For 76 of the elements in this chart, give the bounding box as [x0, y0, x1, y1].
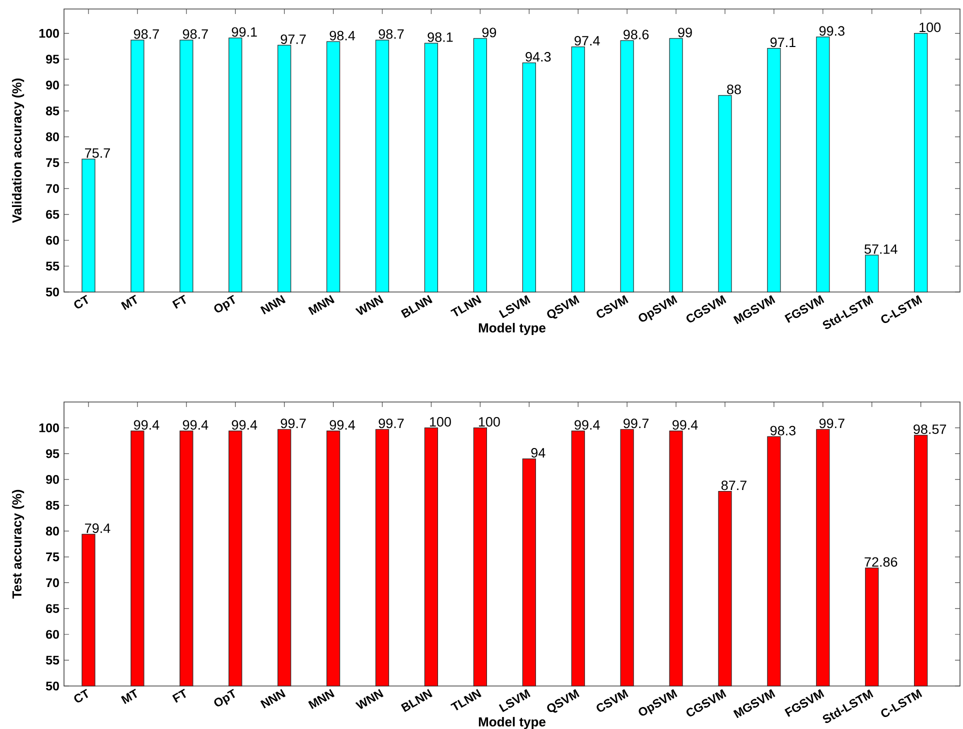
data-label: 98.6: [624, 30, 649, 40]
x-tick-label: WNN: [355, 689, 384, 710]
data-label: 99: [678, 28, 692, 38]
data-label: 94.3: [526, 52, 551, 62]
x-tick-label: NNN: [260, 689, 286, 708]
data-label: 99.7: [819, 418, 844, 428]
x-tick-label: MNN: [308, 689, 335, 710]
x-tick-label: WNN: [355, 295, 384, 316]
x-tick-label: CT: [74, 294, 88, 308]
y-tick-label: 90: [46, 80, 59, 90]
y-tick-label: 80: [46, 526, 59, 536]
y-tick-label: 70: [46, 184, 59, 193]
data-label: 72.86: [864, 557, 898, 567]
data-label: 97.4: [574, 36, 600, 46]
y-tick-label: 95: [46, 54, 60, 64]
y-axis-title: Test accuracy (%): [12, 490, 24, 599]
y-tick-label: 50: [46, 288, 59, 296]
y-tick-label: 50: [46, 682, 59, 690]
x-tick-label: MT: [120, 294, 137, 310]
data-label: 99.1: [232, 27, 257, 37]
y-tick-label: 85: [46, 106, 60, 116]
data-label: 99: [482, 28, 496, 38]
y-tick-label: 65: [46, 210, 60, 219]
data-label: 99.7: [378, 418, 404, 428]
x-tick-label: FT: [172, 294, 186, 309]
data-label: 98.7: [134, 29, 159, 39]
data-label: 99.4: [330, 420, 356, 430]
data-label: 79.4: [85, 523, 110, 533]
y-tick-label: 60: [46, 236, 59, 245]
y-tick-label: 55: [46, 656, 60, 665]
y-tick-label: 90: [46, 475, 59, 484]
x-axis-title: Model type: [478, 716, 546, 729]
y-tick-label: 85: [46, 500, 60, 510]
x-tick-label: NNN: [260, 295, 286, 314]
x-tick-label: CT: [74, 688, 88, 702]
data-label: 99.3: [819, 26, 844, 36]
data-label: 88: [727, 84, 741, 94]
data-label: 94: [531, 448, 546, 458]
data-label: 57.14: [864, 244, 898, 254]
data-label: 98.7: [378, 29, 404, 39]
y-tick-label: 75: [46, 158, 60, 168]
data-label: 87.7: [721, 480, 746, 490]
data-label: 100: [478, 417, 500, 427]
data-label: 98.3: [770, 426, 796, 436]
y-axis-title: Validation accuracy (%): [12, 78, 24, 224]
y-tick-label: 65: [46, 604, 60, 613]
x-tick-label: MNN: [308, 295, 335, 316]
data-label: 100: [430, 417, 451, 427]
x-tick-label: OpT: [214, 688, 235, 706]
y-tick-label: 80: [46, 132, 59, 142]
x-tick-label: FT: [172, 688, 186, 703]
data-label: 99.4: [574, 420, 600, 430]
data-label: 99.4: [232, 420, 258, 430]
data-label: 98.7: [182, 29, 208, 39]
y-tick-label: 75: [46, 552, 60, 562]
data-label: 99.7: [280, 418, 306, 428]
data-label: 99.4: [182, 420, 208, 430]
data-label: 98.1: [428, 32, 453, 42]
x-tick-label: MT: [120, 688, 137, 704]
y-tick-label: 55: [46, 262, 60, 270]
x-tick-label: OpT: [214, 294, 235, 312]
data-label: 75.7: [85, 148, 110, 158]
y-tick-label: 70: [46, 578, 59, 588]
y-tick-label: 95: [46, 449, 60, 458]
data-label: 97.7: [280, 34, 306, 44]
x-axis-title: Model type: [478, 322, 546, 336]
data-label: 100: [920, 22, 941, 32]
data-label: 97.1: [770, 38, 796, 48]
data-label: 98.57: [914, 424, 946, 434]
data-label: 99.7: [624, 418, 649, 428]
y-tick-label: 100: [39, 28, 59, 38]
data-label: 99.4: [672, 420, 698, 430]
y-tick-label: 60: [46, 630, 59, 639]
y-tick-label: 100: [39, 423, 59, 432]
data-label: 98.4: [330, 30, 356, 40]
data-label: 99.4: [134, 420, 160, 430]
